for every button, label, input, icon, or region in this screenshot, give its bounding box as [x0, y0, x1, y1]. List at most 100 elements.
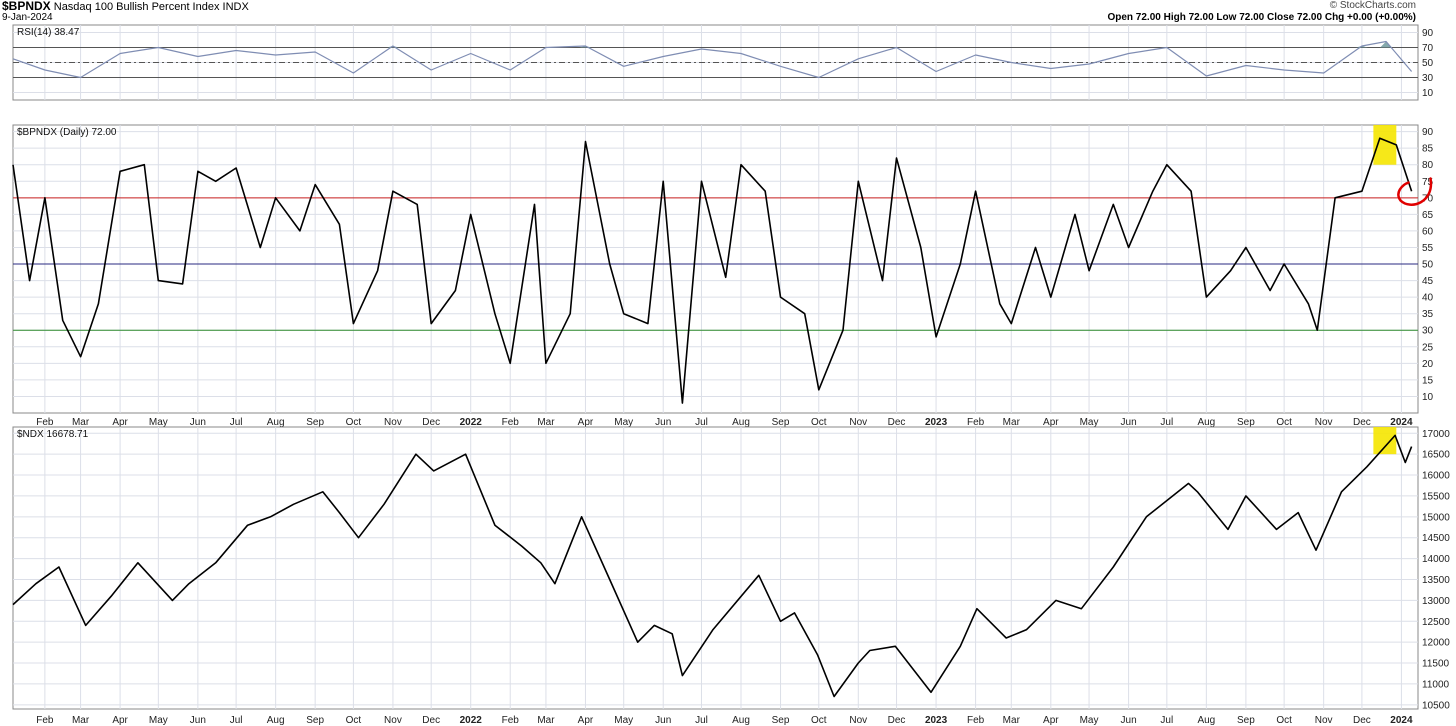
series-line-rsi	[12, 40, 1413, 79]
x-axis-label: Feb	[36, 417, 54, 428]
series-line-ndx	[12, 434, 1413, 698]
x-axis-label: Mar	[72, 417, 90, 428]
x-axis-label: Sep	[772, 417, 790, 428]
y-tick-label: 11000	[1422, 679, 1450, 690]
x-axis-label: Dec	[422, 417, 440, 428]
series-line-bpndx	[12, 137, 1413, 404]
panel-label: $BPNDX (Daily) 72.00	[17, 127, 117, 138]
x-axis-label: Sep	[1237, 417, 1255, 428]
panel-label: $NDX 16678.71	[17, 429, 89, 440]
y-tick-label: 85	[1422, 144, 1434, 155]
y-tick-label: 20	[1422, 359, 1434, 370]
symbol: $BPNDX	[2, 0, 51, 13]
x-axis-label: Mar	[72, 715, 90, 726]
y-tick-label: 14500	[1422, 533, 1450, 544]
y-tick-label: 65	[1422, 210, 1434, 221]
x-axis-label: Mar	[537, 417, 555, 428]
x-axis-label: Nov	[1315, 715, 1333, 726]
y-tick-label: 13500	[1422, 575, 1450, 586]
y-tick-label: 30	[1422, 326, 1434, 337]
x-axis-label: 2023	[925, 715, 948, 726]
x-axis-label: Aug	[267, 715, 285, 726]
y-tick-label: 90	[1422, 127, 1434, 138]
chart-date: 9-Jan-2024	[2, 12, 53, 23]
y-tick-label: 15000	[1422, 512, 1450, 523]
y-tick-label: 60	[1422, 226, 1434, 237]
x-axis-label: Jul	[695, 417, 708, 428]
panel-frame	[12, 124, 1419, 414]
y-tick-label: 15500	[1422, 491, 1450, 502]
y-tick-label: 35	[1422, 309, 1434, 320]
x-axis-label: Oct	[346, 715, 362, 726]
x-axis-label: Nov	[849, 715, 867, 726]
y-tick-label: 75	[1422, 177, 1434, 188]
panel-frame	[12, 426, 1419, 710]
y-tick-label: 70	[1422, 193, 1434, 204]
y-tick-label: 13000	[1422, 596, 1450, 607]
y-tick-label: 12000	[1422, 638, 1450, 649]
ohlc-readout: Open 72.00 High 72.00 Low 72.00 Close 72…	[1107, 12, 1416, 24]
x-axis-label: Feb	[967, 715, 985, 726]
y-tick-label: 40	[1422, 293, 1434, 304]
rsi-extreme-fill	[1380, 41, 1393, 48]
x-axis-label: Apr	[112, 417, 128, 428]
x-axis-label: Jun	[1121, 715, 1137, 726]
x-axis-label: 2024	[1390, 715, 1413, 726]
x-axis-label: Aug	[1197, 715, 1215, 726]
y-tick-label: 14000	[1422, 554, 1450, 565]
x-axis-label: Dec	[1353, 715, 1371, 726]
x-axis-label: Oct	[811, 417, 827, 428]
x-axis-label: Feb	[502, 715, 520, 726]
x-axis-label: Jun	[1121, 417, 1137, 428]
x-axis-label: Mar	[537, 715, 555, 726]
x-axis-label: Mar	[1003, 417, 1021, 428]
y-tick-label: 90	[1422, 28, 1434, 39]
x-axis-label: Nov	[384, 417, 402, 428]
x-axis-label: Sep	[306, 417, 324, 428]
x-axis-label: Mar	[1003, 715, 1021, 726]
x-axis-label: 2023	[925, 417, 948, 428]
high-value: High 72.00	[1163, 12, 1214, 23]
x-axis-label: Aug	[267, 417, 285, 428]
y-tick-label: 70	[1422, 43, 1434, 54]
x-axis-label: Dec	[1353, 417, 1371, 428]
x-axis-label: May	[614, 715, 633, 726]
x-axis-label: Apr	[112, 715, 128, 726]
rsi-extreme-fill	[386, 46, 399, 48]
x-axis-label: Jun	[655, 417, 671, 428]
change-value: Chg +0.00 (+0.00%)	[1324, 12, 1416, 23]
x-axis-label: Aug	[732, 715, 750, 726]
x-axis-label: Sep	[306, 715, 324, 726]
x-axis-label: Jul	[230, 417, 243, 428]
symbol-name: Nasdaq 100 Bullish Percent Index	[53, 1, 220, 13]
x-axis-label: Sep	[1237, 715, 1255, 726]
x-axis-label: Feb	[36, 715, 54, 726]
y-tick-label: 10500	[1422, 700, 1450, 711]
low-value: Low 72.00	[1216, 12, 1265, 23]
x-axis-label: Feb	[967, 417, 985, 428]
y-tick-label: 80	[1422, 160, 1434, 171]
x-axis-label: Dec	[888, 417, 906, 428]
x-axis-label: May	[1080, 417, 1099, 428]
x-axis-label: Oct	[1276, 715, 1292, 726]
x-axis-label: Jul	[1160, 417, 1173, 428]
x-axis-label: Nov	[384, 715, 402, 726]
x-axis-label: Dec	[888, 715, 906, 726]
y-tick-label: 16000	[1422, 471, 1450, 482]
brand-watermark: © StockCharts.com	[1329, 0, 1416, 11]
y-tick-label: 10	[1422, 88, 1434, 99]
x-axis-label: Oct	[346, 417, 362, 428]
open-value: Open 72.00	[1107, 12, 1161, 23]
x-axis-label: Jun	[655, 715, 671, 726]
x-axis-label: Apr	[1043, 417, 1059, 428]
y-tick-label: 25	[1422, 342, 1434, 353]
x-axis-label: May	[1080, 715, 1099, 726]
y-tick-label: 45	[1422, 276, 1434, 287]
y-tick-label: 50	[1422, 260, 1434, 271]
x-axis-label: Dec	[422, 715, 440, 726]
x-axis-label: Apr	[1043, 715, 1059, 726]
x-axis-label: Jul	[1160, 715, 1173, 726]
x-axis-label: Nov	[1315, 417, 1333, 428]
